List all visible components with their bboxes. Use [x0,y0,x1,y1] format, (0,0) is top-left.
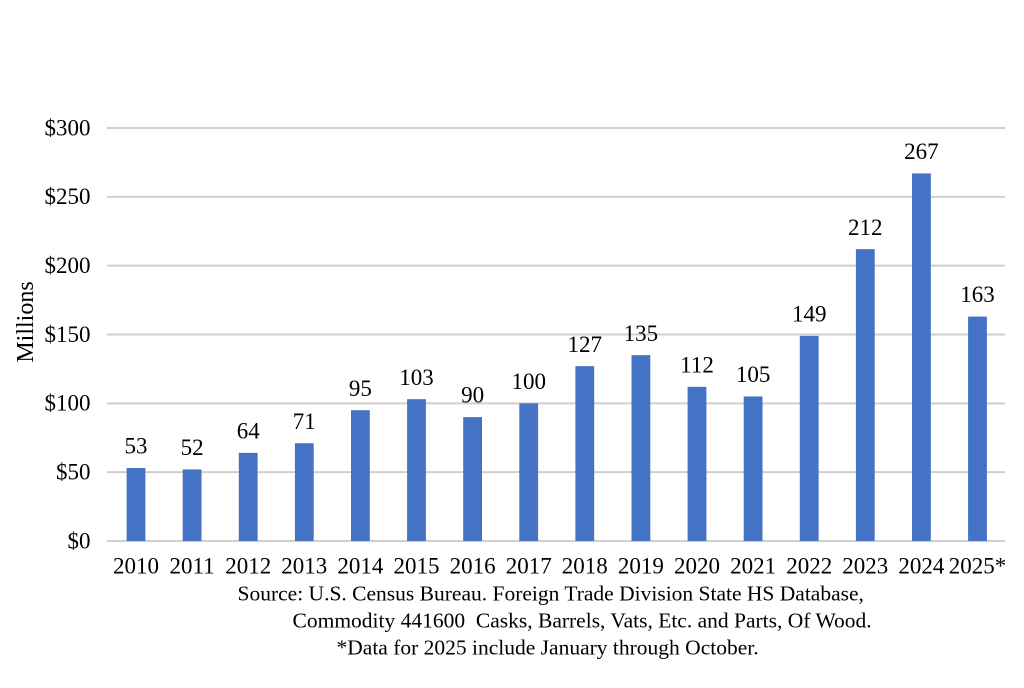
svg-text:2018: 2018 [562,554,608,579]
svg-text:*Data for 2025 include January: *Data for 2025 include January through O… [337,635,759,659]
svg-text:2022: 2022 [786,554,832,579]
svg-text:100: 100 [511,369,546,394]
svg-text:2012: 2012 [225,554,271,579]
svg-text:267: 267 [904,139,939,164]
svg-text:$200: $200 [45,253,91,278]
svg-text:2015: 2015 [394,554,440,579]
svg-text:2021: 2021 [730,554,776,579]
svg-text:71: 71 [293,409,316,434]
svg-text:2019: 2019 [618,554,664,579]
svg-text:2017: 2017 [506,554,552,579]
svg-text:127: 127 [568,332,603,357]
svg-text:163: 163 [960,282,995,307]
svg-text:52: 52 [181,435,204,460]
svg-text:$50: $50 [56,460,91,485]
svg-text:2020: 2020 [674,554,720,579]
svg-text:Millions: Millions [13,281,39,362]
svg-text:2013: 2013 [281,554,327,579]
svg-text:2024: 2024 [898,554,945,579]
svg-text:135: 135 [624,321,659,346]
svg-text:95: 95 [349,376,372,401]
svg-text:53: 53 [125,434,148,459]
svg-text:112: 112 [680,352,714,377]
svg-text:149: 149 [792,301,827,326]
svg-text:$250: $250 [45,184,91,209]
svg-text:2011: 2011 [170,554,215,579]
svg-text:90: 90 [461,383,484,408]
svg-text:Source: U.S. Census Bureau. Fo: Source: U.S. Census Bureau. Foreign Trad… [238,582,864,606]
svg-text:2025*: 2025* [949,554,1007,579]
svg-text:2016: 2016 [450,554,496,579]
svg-text:64: 64 [237,418,261,443]
svg-text:105: 105 [736,362,771,387]
svg-text:$150: $150 [45,322,91,347]
svg-text:212: 212 [848,215,883,240]
svg-text:2014: 2014 [337,554,384,579]
svg-text:2010: 2010 [113,554,159,579]
svg-text:$100: $100 [45,391,91,416]
svg-text:2023: 2023 [842,554,888,579]
svg-text:$0: $0 [68,528,91,553]
svg-text:103: 103 [399,365,434,390]
svg-text:Commodity 441600 Casks, Barre: Commodity 441600 Casks, Barrels, Vats, E… [293,609,872,633]
svg-text:$300: $300 [45,115,91,140]
